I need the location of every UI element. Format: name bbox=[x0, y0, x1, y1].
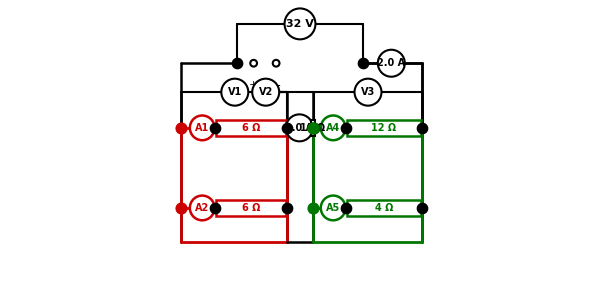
Point bbox=[341, 206, 350, 210]
Circle shape bbox=[321, 115, 346, 140]
Point bbox=[308, 206, 317, 210]
Circle shape bbox=[190, 196, 215, 220]
Point bbox=[308, 126, 317, 130]
Point bbox=[309, 126, 319, 130]
Circle shape bbox=[250, 60, 257, 67]
FancyBboxPatch shape bbox=[347, 200, 421, 216]
Point bbox=[283, 206, 292, 210]
Circle shape bbox=[284, 8, 316, 39]
Point bbox=[210, 206, 220, 210]
Text: A2: A2 bbox=[195, 203, 209, 213]
FancyBboxPatch shape bbox=[216, 200, 286, 216]
Text: 2.0 A: 2.0 A bbox=[286, 123, 314, 133]
Circle shape bbox=[221, 79, 248, 106]
Text: 12 Ω: 12 Ω bbox=[371, 123, 397, 133]
Point bbox=[418, 206, 427, 210]
Circle shape bbox=[355, 79, 382, 106]
Point bbox=[176, 206, 185, 210]
Point bbox=[418, 126, 427, 130]
Circle shape bbox=[378, 50, 405, 77]
Circle shape bbox=[286, 114, 313, 141]
Text: A4: A4 bbox=[326, 123, 340, 133]
Text: A5: A5 bbox=[326, 203, 340, 213]
Circle shape bbox=[252, 79, 279, 106]
Text: 6 Ω: 6 Ω bbox=[242, 203, 260, 213]
FancyBboxPatch shape bbox=[347, 120, 421, 136]
Point bbox=[283, 126, 292, 130]
Text: 10 Ω: 10 Ω bbox=[300, 123, 325, 133]
Circle shape bbox=[273, 60, 280, 67]
Point bbox=[176, 126, 185, 130]
Point bbox=[341, 126, 350, 130]
Text: A1: A1 bbox=[195, 123, 209, 133]
Point bbox=[210, 126, 220, 130]
Text: 6 Ω: 6 Ω bbox=[242, 123, 260, 133]
Text: −: − bbox=[271, 80, 281, 93]
Text: V2: V2 bbox=[259, 87, 273, 97]
Circle shape bbox=[321, 196, 346, 220]
Point bbox=[358, 61, 368, 65]
Text: 2.0 A: 2.0 A bbox=[377, 58, 406, 68]
Text: V3: V3 bbox=[361, 87, 375, 97]
Point bbox=[308, 126, 317, 130]
FancyBboxPatch shape bbox=[311, 120, 314, 136]
FancyBboxPatch shape bbox=[216, 120, 286, 136]
Text: 4 Ω: 4 Ω bbox=[374, 203, 393, 213]
Text: 32 V: 32 V bbox=[286, 19, 314, 29]
Point bbox=[232, 61, 242, 65]
Text: +: + bbox=[249, 80, 259, 90]
Circle shape bbox=[190, 115, 215, 140]
Text: V1: V1 bbox=[227, 87, 242, 97]
